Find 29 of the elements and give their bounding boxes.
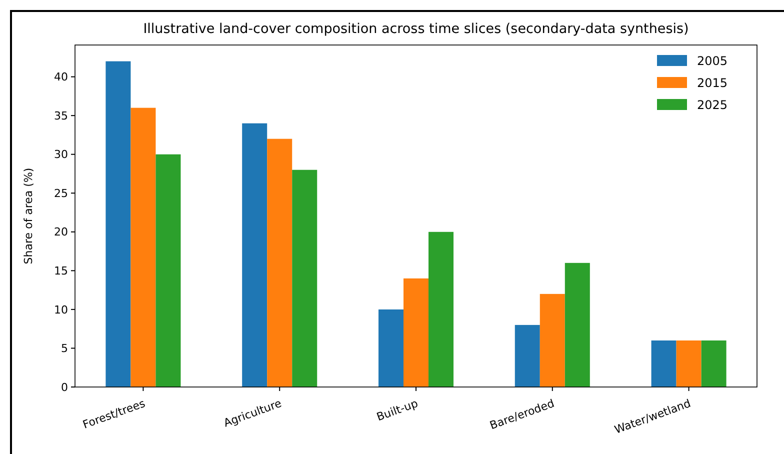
- bar: [540, 294, 565, 387]
- legend-label: 2025: [697, 98, 728, 112]
- bar: [130, 108, 156, 387]
- bar: [156, 154, 181, 387]
- legend-label: 2005: [697, 54, 728, 68]
- bar: [564, 262, 590, 387]
- y-axis-title: Share of area (%): [22, 168, 35, 264]
- bar: [106, 61, 131, 387]
- bar: [242, 123, 268, 387]
- bar: [676, 340, 702, 387]
- y-tick-label: 5: [61, 342, 68, 356]
- legend-label: 2015: [697, 76, 728, 90]
- bar: [701, 340, 726, 387]
- bar: [428, 232, 454, 387]
- y-tick-label: 15: [54, 264, 68, 278]
- bar: [403, 278, 429, 387]
- y-tick-label: 25: [54, 186, 68, 200]
- y-tick-label: 35: [54, 109, 68, 122]
- y-tick-label: 10: [54, 303, 68, 316]
- bar: [292, 170, 318, 387]
- y-tick-label: 40: [54, 70, 68, 84]
- y-tick-label: 0: [61, 380, 68, 394]
- y-tick-label: 20: [54, 226, 68, 239]
- bar: [651, 340, 676, 387]
- chart-title: Illustrative land-cover composition across time slices (secondary-data synthesis): [143, 21, 689, 37]
- bar: [514, 324, 540, 387]
- bar: [267, 138, 292, 387]
- y-tick-label: 30: [54, 148, 68, 162]
- bar: [378, 309, 404, 387]
